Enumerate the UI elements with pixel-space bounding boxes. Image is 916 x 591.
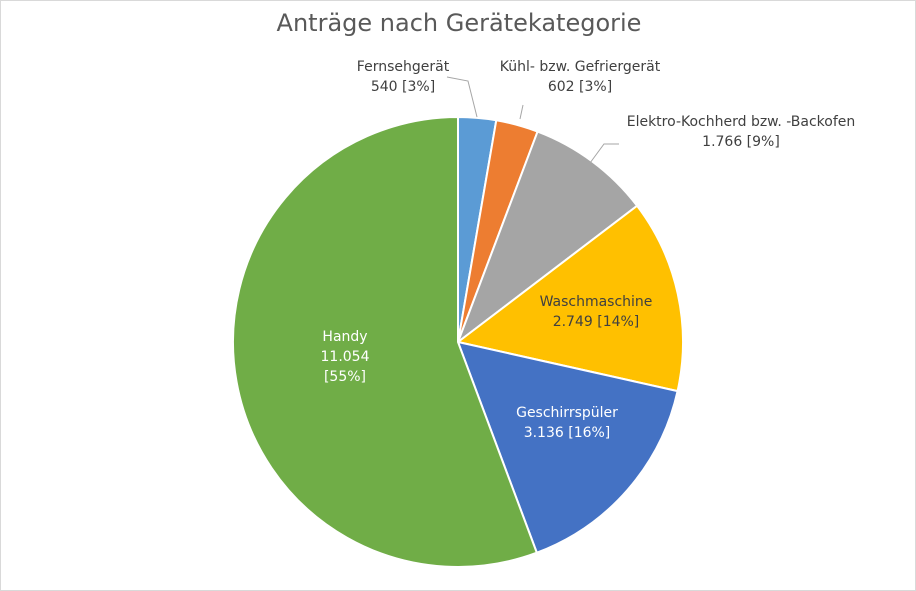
data-label-handy: Handy 11.054 [55%] (321, 329, 370, 385)
data-label-value-percent: 2.749 [14%] (553, 314, 640, 330)
pie-slice-handy (232, 116, 538, 568)
data-label-name: Handy (322, 329, 367, 345)
data-label-name: Fernsehgerät (357, 59, 450, 75)
leader-line-kuhl-bzw-gefriergerat (519, 104, 524, 120)
pie-slice-waschmaschine (457, 204, 684, 393)
leader-line-fernsehgerat (446, 76, 478, 118)
data-label-name: Geschirrspüler (516, 405, 618, 421)
pie-slice-elektro-kochherd-bzw-backofen (457, 130, 639, 343)
data-label-kuhl-bzw-gefriergerat: Kühl- bzw. Gefriergerät 602 [3%] (500, 59, 661, 95)
data-label-percent: [55%] (324, 369, 366, 385)
data-label-value: 11.054 (321, 349, 370, 365)
data-label-elektro-kochherd-bzw-backofen: Elektro-Kochherd bzw. -Backofen 1.766 [9%… (627, 114, 856, 150)
data-label-waschmaschine: Waschmaschine 2.749 [14%] (540, 294, 653, 330)
data-label-value-percent: 1.766 [9%] (702, 134, 780, 150)
pie-slice-geschirrspuler (457, 341, 679, 554)
data-label-value-percent: 602 [3%] (548, 79, 612, 95)
chart-title: Anträge nach Gerätekategorie (276, 9, 642, 37)
data-label-value-percent: 540 [3%] (371, 79, 435, 95)
data-label-name: Elektro-Kochherd bzw. -Backofen (627, 114, 856, 130)
data-label-value-percent: 3.136 [16%] (524, 425, 611, 441)
data-label-name: Kühl- bzw. Gefriergerät (500, 59, 661, 75)
data-label-fernsehgerat: Fernsehgerät 540 [3%] (357, 59, 450, 95)
data-label-name: Waschmaschine (540, 294, 653, 310)
leader-line-elektro-kochherd-bzw-backofen (589, 143, 619, 164)
data-label-geschirrspuler: Geschirrspüler 3.136 [16%] (516, 405, 618, 441)
